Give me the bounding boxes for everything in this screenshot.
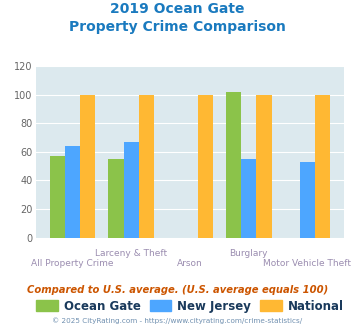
Bar (256, 95, 272, 238)
Text: Property Crime Comparison: Property Crime Comparison (69, 20, 286, 34)
Text: Motor Vehicle Theft: Motor Vehicle Theft (263, 259, 351, 268)
Bar (198, 95, 213, 238)
Bar (80, 95, 95, 238)
Bar (108, 159, 124, 238)
Text: Arson: Arson (177, 259, 203, 268)
Text: 2019 Ocean Gate: 2019 Ocean Gate (110, 2, 245, 16)
Bar (226, 92, 241, 238)
Bar (50, 156, 65, 238)
Text: Larceny & Theft: Larceny & Theft (95, 249, 167, 258)
Bar (139, 95, 154, 238)
Bar (300, 162, 315, 238)
Text: Burglary: Burglary (229, 249, 268, 258)
Legend: Ocean Gate, New Jersey, National: Ocean Gate, New Jersey, National (32, 295, 348, 317)
Bar (315, 95, 330, 238)
Bar (65, 146, 80, 238)
Bar (124, 142, 139, 238)
Bar (241, 159, 256, 238)
Text: © 2025 CityRating.com - https://www.cityrating.com/crime-statistics/: © 2025 CityRating.com - https://www.city… (53, 317, 302, 324)
Text: Compared to U.S. average. (U.S. average equals 100): Compared to U.S. average. (U.S. average … (27, 285, 328, 295)
Text: All Property Crime: All Property Crime (31, 259, 114, 268)
